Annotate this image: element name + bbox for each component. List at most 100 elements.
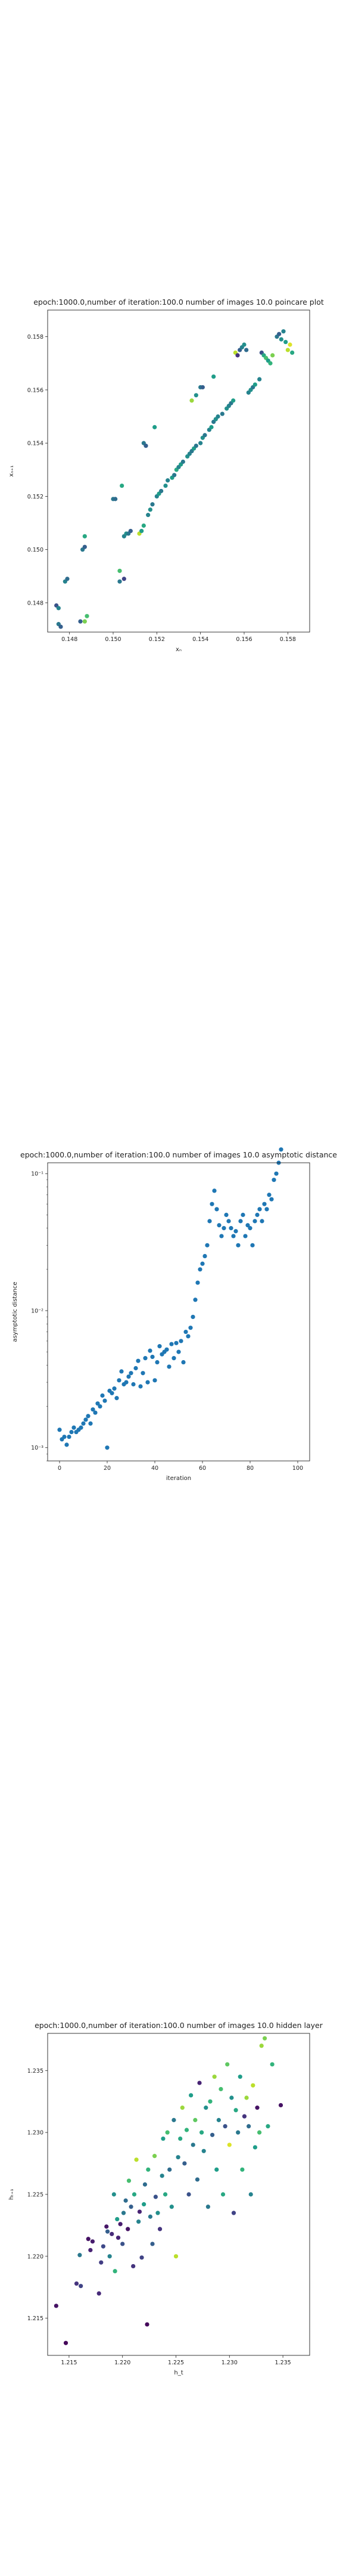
data-point <box>120 2241 125 2246</box>
data-point <box>257 1207 262 1212</box>
data-point <box>231 1234 236 1239</box>
data-point <box>79 1425 83 1430</box>
data-point <box>242 342 247 347</box>
data-point <box>200 385 205 390</box>
data-point <box>174 1340 179 1345</box>
data-point <box>102 1398 107 1403</box>
data-point <box>69 1429 74 1435</box>
data-point <box>128 528 133 534</box>
data-point <box>105 2229 110 2234</box>
data-point <box>86 2237 91 2241</box>
y-tick-label: 10⁻¹ <box>31 1171 43 1178</box>
data-point <box>197 2080 202 2085</box>
data-point <box>116 2236 121 2240</box>
data-point <box>244 348 249 352</box>
data-point <box>188 1326 193 1330</box>
data-point <box>153 2194 158 2199</box>
data-point <box>144 444 148 448</box>
data-point <box>214 1207 219 1212</box>
x-axis-label: iteration <box>166 1475 191 1482</box>
data-point <box>148 2214 153 2219</box>
data-point <box>169 2205 174 2209</box>
data-point <box>131 2264 136 2269</box>
data-point <box>186 2192 191 2197</box>
poincare-plot-figure: epoch:1000.0,number of iteration:100.0 n… <box>0 292 343 680</box>
data-point <box>77 2253 82 2258</box>
x-tick-label: 40 <box>151 1465 158 1472</box>
data-point <box>204 2106 208 2110</box>
data-point <box>83 1417 88 1422</box>
data-point <box>262 2036 267 2041</box>
plot-frame <box>47 1162 310 1462</box>
data-point <box>172 2117 176 2122</box>
data-point <box>148 1348 152 1353</box>
data-point <box>141 523 146 528</box>
data-point <box>112 1386 117 1391</box>
data-point <box>152 1378 157 1383</box>
data-point <box>88 2247 93 2253</box>
data-point <box>63 2340 68 2345</box>
data-point <box>183 1329 188 1335</box>
data-point <box>269 1197 274 1202</box>
data-point <box>180 459 185 464</box>
data-point <box>186 1334 191 1339</box>
plot-frame <box>47 2033 310 2356</box>
data-point <box>257 377 262 382</box>
data-point <box>236 2130 241 2135</box>
data-point <box>208 2099 213 2104</box>
data-point <box>199 2130 204 2135</box>
x-tick-label: 1.220 <box>114 2360 130 2366</box>
data-point <box>207 1219 212 1224</box>
data-point <box>231 2210 236 2215</box>
data-point <box>141 1371 145 1376</box>
data-point <box>202 433 207 438</box>
data-point <box>290 350 295 355</box>
data-point <box>257 2130 262 2135</box>
data-point <box>205 1243 210 1247</box>
data-point <box>173 2254 179 2259</box>
data-point <box>132 2192 137 2197</box>
data-point <box>288 342 292 347</box>
data-point <box>119 1369 124 1374</box>
x-tick-label: 1.215 <box>61 2360 77 2366</box>
data-point <box>126 2227 130 2231</box>
poincare-plot-svg: epoch:1000.0,number of iteration:100.0 n… <box>8 298 324 653</box>
data-point <box>229 1226 233 1231</box>
data-point <box>235 353 240 358</box>
data-point <box>238 1219 243 1224</box>
data-point <box>146 2167 151 2172</box>
data-point <box>139 2255 144 2260</box>
data-point <box>110 1391 114 1395</box>
x-tick-label: 60 <box>199 1465 206 1472</box>
data-point <box>193 2117 198 2122</box>
data-point <box>150 502 155 507</box>
data-point <box>78 619 83 624</box>
y-tick-label: 0.150 <box>27 547 43 553</box>
x-tick-label: 0.154 <box>192 636 208 643</box>
data-point <box>267 1193 272 1197</box>
y-tick-label: 1.220 <box>27 2253 43 2260</box>
x-axis-label: h_t <box>174 2370 183 2376</box>
data-point <box>123 2198 128 2203</box>
x-tick-label: 0.148 <box>61 636 77 643</box>
data-point <box>107 2254 112 2259</box>
data-point <box>79 2284 83 2289</box>
data-point <box>152 425 157 429</box>
data-point <box>57 1428 62 1432</box>
data-point <box>113 497 118 501</box>
data-point <box>233 1229 238 1234</box>
data-point <box>142 2182 148 2187</box>
data-point <box>161 2136 166 2141</box>
data-point <box>88 1421 93 1426</box>
data-point <box>163 483 168 488</box>
y-tick-label: 0.154 <box>27 441 43 447</box>
asymptotic-distance-svg: epoch:1000.0,number of iteration:100.0 n… <box>12 1147 337 1482</box>
data-point <box>200 1261 205 1266</box>
data-point <box>184 2128 189 2132</box>
data-point <box>120 483 124 488</box>
data-point <box>64 1442 69 1447</box>
data-point <box>278 2103 283 2108</box>
data-point <box>195 1280 200 1285</box>
data-point <box>113 2269 117 2274</box>
data-point <box>172 1356 176 1361</box>
